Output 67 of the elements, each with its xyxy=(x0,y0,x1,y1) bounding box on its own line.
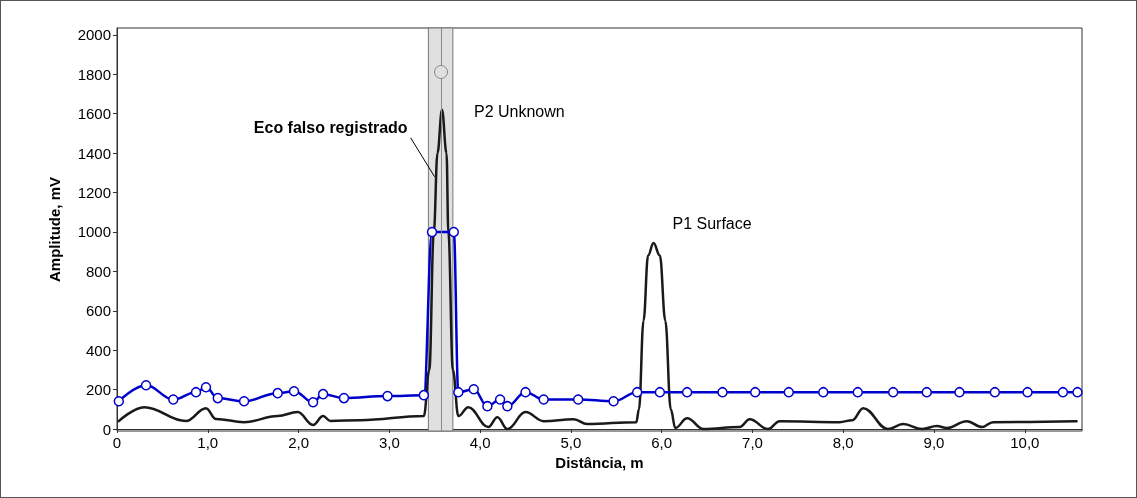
point xyxy=(190,386,202,398)
point xyxy=(238,396,250,407)
point xyxy=(448,226,460,238)
point xyxy=(113,396,125,407)
point xyxy=(288,385,300,397)
x-tick-label: 9,0 xyxy=(923,434,945,451)
point xyxy=(572,394,584,405)
annotation: Eco falso registrado xyxy=(253,119,408,137)
point xyxy=(749,386,761,398)
y-tick-label: 800 xyxy=(85,262,111,280)
x-axis-title: Distância, m xyxy=(555,453,644,471)
y-axis-title: Amplitude, mV xyxy=(46,176,63,283)
x-tick-label: 8,0 xyxy=(832,434,854,451)
point xyxy=(382,390,393,402)
x-tick-label: 5,0 xyxy=(560,434,582,451)
point xyxy=(200,382,212,393)
point xyxy=(307,396,319,408)
point xyxy=(494,394,506,405)
x-tick-label: 7,0 xyxy=(742,434,763,451)
x-tick-label: 6,0 xyxy=(651,434,673,451)
point xyxy=(453,386,464,398)
point xyxy=(426,226,438,238)
x-tick-label: 1,0 xyxy=(197,434,219,451)
point xyxy=(608,396,619,407)
point xyxy=(212,392,224,404)
point xyxy=(681,386,693,398)
y-tick-label: 0 xyxy=(102,420,111,438)
x-tick-label: 4,0 xyxy=(469,434,491,451)
point xyxy=(468,383,480,395)
point xyxy=(168,394,179,405)
point xyxy=(954,386,965,398)
y-tick-label: 400 xyxy=(85,341,111,359)
point xyxy=(317,388,329,400)
point xyxy=(502,400,513,412)
point xyxy=(887,386,899,398)
point xyxy=(140,380,152,391)
point xyxy=(631,386,643,398)
point xyxy=(1057,386,1069,398)
x-tick-label: 10,0 xyxy=(1010,434,1040,451)
point xyxy=(921,386,933,398)
point xyxy=(818,386,829,398)
point xyxy=(1072,386,1083,398)
annotation: P1 Surface xyxy=(672,215,752,233)
annotation: P2 Unknown xyxy=(474,103,565,121)
y-tick-label: 1800 xyxy=(77,65,111,83)
point xyxy=(1022,386,1033,398)
x-tick-label: 3,0 xyxy=(378,434,400,451)
y-tick-label: 1600 xyxy=(77,105,111,123)
y-tick-label: 600 xyxy=(85,302,111,320)
point xyxy=(520,386,531,398)
y-tick-label: 1400 xyxy=(77,144,111,162)
point xyxy=(852,386,864,398)
y-tick-label: 200 xyxy=(85,381,111,399)
point xyxy=(654,386,666,398)
point xyxy=(338,392,350,404)
y-tick-label: 2000 xyxy=(77,26,111,44)
point xyxy=(783,386,795,398)
point xyxy=(717,386,728,398)
x-tick-label: 2,0 xyxy=(288,434,309,451)
point xyxy=(989,386,1001,398)
y-tick-label: 1000 xyxy=(77,223,111,241)
x-tick-label: 0 xyxy=(112,434,122,451)
point xyxy=(482,400,493,412)
point xyxy=(418,389,430,401)
point xyxy=(538,394,549,405)
point xyxy=(272,387,283,399)
y-tick-label: 1200 xyxy=(77,184,111,202)
